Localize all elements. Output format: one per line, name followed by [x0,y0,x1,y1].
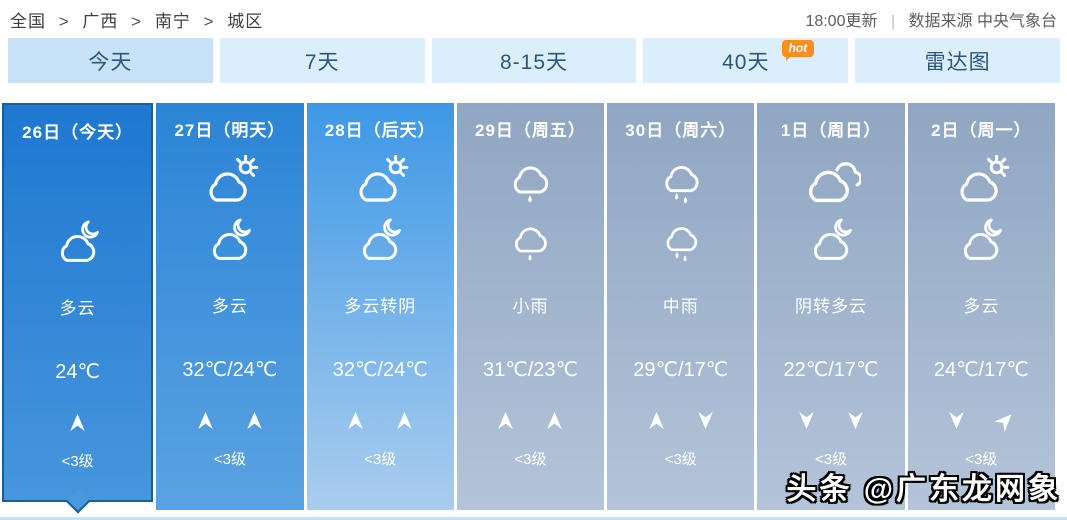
condition-text: 小雨 [512,297,549,316]
day-date: 1日（周日） [780,121,882,140]
day-date: 30日（周六） [625,121,737,140]
data-source: 数据来源 中央气象台 [908,13,1057,30]
wind-level: <3级 [364,451,397,468]
overcast-icon [801,153,862,207]
condition-text: 中雨 [662,297,699,316]
wind-arrow-down-icon [795,409,818,432]
cloud-sun-icon [200,153,260,207]
condition-text: 多云 [59,299,96,318]
breadcrumb-province[interactable]: 广西 [82,11,119,31]
tab-radar[interactable]: 雷达图 [855,38,1060,83]
day-column[interactable]: 28日（后天） 多云转阴 32℃/24℃ <3级 [306,103,454,510]
cloud-sun-icon [951,153,1011,207]
temperature: 32℃/24℃ [332,359,428,381]
wind-arrow-up-icon [393,409,416,432]
wind-direction-icons [945,407,1017,433]
update-time: 18:00更新 [805,13,878,30]
cloud-moon-icon [204,213,256,267]
wind-arrow-down-icon [844,409,867,432]
breadcrumb-separator: > [203,11,215,31]
moderate-rain-icon [655,213,707,267]
wind-arrow-up-icon [494,409,517,432]
breadcrumb-separator: > [131,11,143,31]
update-info: 18:00更新 | 数据来源 中央气象台 [805,7,1057,31]
condition-text: 阴转多云 [795,297,868,316]
cloud-moon-icon [354,213,406,267]
wind-direction-icons [645,407,717,433]
breadcrumb-district[interactable]: 城区 [227,11,264,31]
day-column[interactable]: 1日（周日） 阴转多云 22℃/17℃ <3级 [757,103,905,510]
cloud-moon-icon [805,213,857,267]
forecast-columns: 26日（今天） 多云 24℃ <3级 27日（明天） 多云 32℃/24℃ [2,103,1055,514]
wind-arrow-up-icon [66,411,89,434]
tab-label: 7天 [304,50,340,74]
temperature: 24℃/17℃ [933,359,1029,381]
wind-arrow-ne-icon [994,409,1017,432]
hot-badge: hot [781,40,815,61]
condition-text: 多云 [211,297,248,316]
tab-8-15day[interactable]: 8-15天 [431,38,637,83]
bottom-divider [0,517,1067,520]
tab-40day[interactable]: 40天 hot [643,38,849,83]
breadcrumb: 全国 > 广西 > 南宁 > 城区 [10,7,263,32]
day-date: 26日（今天） [22,123,134,142]
tab-label: 8-15天 [499,50,568,74]
day-column[interactable]: 2日（周一） 多云 24℃/17℃ <3级 [907,103,1055,510]
wind-level: <3级 [965,451,998,468]
wind-arrow-up-icon [243,409,266,432]
temperature: 32℃/24℃ [182,359,278,381]
cloud-sun-icon [350,153,410,207]
wind-arrow-up-icon [543,409,566,432]
light-rain-icon [504,213,556,267]
tab-7day[interactable]: 7天 [219,38,425,83]
wind-arrow-down-icon [694,409,717,432]
temperature: 24℃ [55,361,100,383]
temperature: 29℃/17℃ [633,359,729,381]
selected-day-pointer [65,489,90,514]
day-column-selected[interactable]: 26日（今天） 多云 24℃ <3级 [2,103,154,514]
day-date: 2日（周一） [931,121,1032,140]
wind-direction-icons [344,407,416,433]
day-date: 27日（明天） [174,121,286,140]
breadcrumb-country[interactable]: 全国 [10,11,46,31]
breadcrumb-city[interactable]: 南宁 [154,11,191,31]
wind-arrow-down-icon [945,409,968,432]
wind-direction-icons [194,407,266,433]
tab-label: 40天 [722,50,770,74]
day-date: 28日（后天） [324,121,436,140]
tab-label: 雷达图 [924,50,991,74]
wind-direction-icons [795,407,867,433]
forecast-tab-bar: 今天 7天 8-15天 40天 hot 雷达图 [8,38,1060,83]
wind-level: <3级 [814,451,848,468]
wind-level: <3级 [213,451,246,468]
wind-level: <3级 [61,453,94,470]
moderate-rain-icon [651,153,711,207]
temperature: 31℃/23℃ [482,359,578,381]
temperature: 22℃/17℃ [783,359,879,381]
wind-level: <3级 [514,451,547,468]
update-divider: | [890,13,896,30]
condition-text: 多云转阴 [344,297,417,316]
day-column[interactable]: 30日（周六） 中雨 29℃/17℃ <3级 [607,103,755,510]
cloud-moon-icon [955,213,1007,267]
breadcrumb-separator: > [58,11,70,31]
light-rain-icon [500,153,560,207]
day-date: 29日（周五） [475,121,586,140]
day-column[interactable]: 27日（明天） 多云 32℃/24℃ <3级 [156,103,304,510]
wind-arrow-up-icon [645,409,668,432]
wind-level: <3级 [664,451,697,468]
top-bar: 全国 > 广西 > 南宁 > 城区 18:00更新 | 数据来源 中央气象台 [0,0,1067,36]
day-column[interactable]: 29日（周五） 小雨 31℃/23℃ <3级 [456,103,605,510]
condition-text: 多云 [963,297,1000,316]
wind-direction-icons [66,409,89,435]
wind-direction-icons [494,407,566,433]
cloud-moon-icon [52,215,104,269]
wind-arrow-up-icon [344,409,367,432]
tab-today[interactable]: 今天 [8,38,213,83]
tab-label: 今天 [88,50,133,74]
wind-arrow-up-icon [194,409,217,432]
